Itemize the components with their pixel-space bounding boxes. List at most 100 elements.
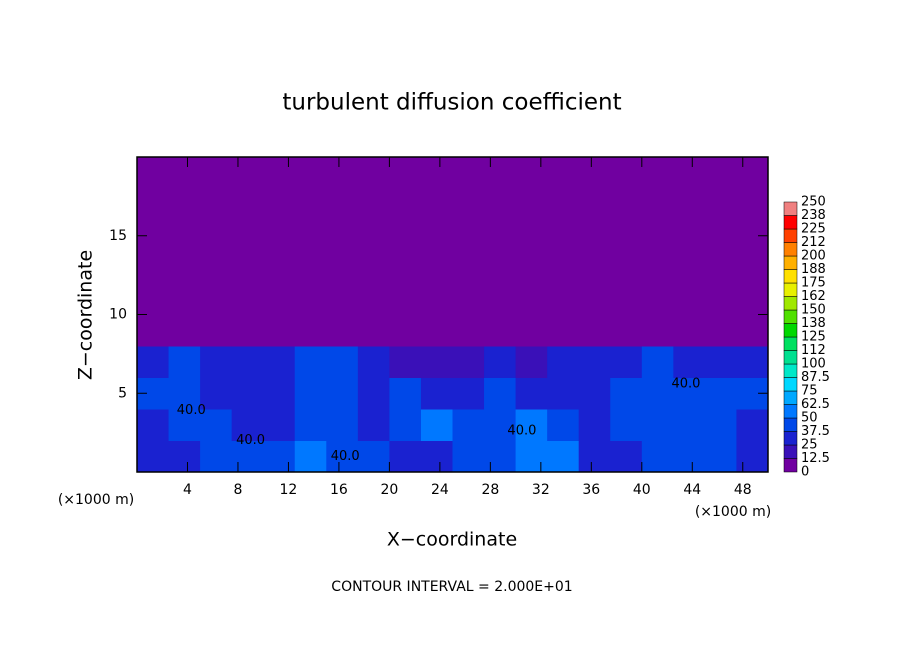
field-cell — [547, 377, 580, 410]
x-tick-label: 28 — [481, 482, 499, 498]
field-cell — [326, 220, 359, 252]
field-cell — [673, 220, 706, 252]
colorbar-label: 50 — [801, 411, 818, 426]
field-cell — [673, 157, 706, 189]
field-cell — [673, 377, 706, 410]
x-tick-label: 16 — [330, 482, 348, 498]
field-cell — [263, 346, 296, 378]
field-cell — [547, 314, 580, 347]
field-cell — [294, 283, 327, 315]
field-cell — [610, 220, 643, 252]
colorbar-label: 100 — [801, 357, 826, 372]
field-cell — [389, 283, 422, 315]
field-cell — [736, 283, 769, 315]
field-cell — [704, 157, 737, 189]
field-cell — [484, 157, 517, 189]
colorbar-label: 87.5 — [801, 370, 830, 385]
field-cell — [452, 314, 485, 347]
field-cell — [610, 188, 643, 221]
field-cell — [673, 440, 706, 473]
contour-label: 40.0 — [671, 376, 700, 391]
field-cell — [389, 377, 422, 410]
field-cell — [263, 283, 296, 315]
field-cell — [357, 346, 390, 378]
field-cell — [263, 377, 296, 410]
field-cell — [610, 440, 643, 473]
field-cell — [484, 220, 517, 252]
field-cell — [484, 314, 517, 347]
colorbar-swatch — [783, 282, 798, 297]
field-cell — [231, 283, 264, 315]
field-cell — [641, 377, 674, 410]
field-cell — [420, 188, 453, 221]
colorbar-label: 150 — [801, 303, 826, 318]
field-cell — [704, 314, 737, 347]
field-cell — [263, 188, 296, 221]
field-cell — [515, 220, 548, 252]
colorbar-label: 37.5 — [801, 424, 830, 439]
field-cell — [294, 220, 327, 252]
colorbar-label: 250 — [801, 195, 826, 210]
field-cell — [326, 157, 359, 189]
colorbar-swatch — [783, 390, 798, 405]
field-cell — [200, 377, 233, 410]
field-cell — [610, 409, 643, 441]
field-cell — [357, 377, 390, 410]
field-cell — [673, 251, 706, 284]
field-cell — [484, 251, 517, 284]
field-cell — [231, 440, 264, 473]
field-cell — [452, 377, 485, 410]
field-cell — [578, 283, 611, 315]
field-cell — [704, 251, 737, 284]
field-cell — [294, 314, 327, 347]
field-cell — [515, 409, 548, 441]
field-cell — [641, 409, 674, 441]
colorbar-swatch — [783, 363, 798, 378]
field-cell — [452, 157, 485, 189]
field-cell — [137, 440, 170, 473]
colorbar-swatch — [783, 296, 798, 311]
colorbar-label: 188 — [801, 262, 826, 277]
field-cell — [200, 251, 233, 284]
field-cell — [578, 377, 611, 410]
field-cell — [263, 220, 296, 252]
colorbar-swatch — [783, 336, 798, 351]
field-cell — [452, 440, 485, 473]
field-cell — [168, 440, 201, 473]
field-cell — [420, 440, 453, 473]
field-cell — [294, 440, 327, 473]
field-cell — [357, 157, 390, 189]
colorbar-label: 175 — [801, 276, 826, 291]
field-cell — [137, 409, 170, 441]
field-cell — [547, 251, 580, 284]
field-cell — [736, 251, 769, 284]
field-cell — [484, 283, 517, 315]
field-cell — [357, 314, 390, 347]
field-cell — [263, 409, 296, 441]
x-tick-label: 44 — [683, 482, 701, 498]
field-cell — [326, 251, 359, 284]
field-cell — [736, 346, 769, 378]
field-cell — [137, 251, 170, 284]
field-cell — [704, 440, 737, 473]
field-cell — [673, 188, 706, 221]
field-cell — [294, 157, 327, 189]
field-cell — [484, 440, 517, 473]
field-cell — [200, 157, 233, 189]
field-cell — [515, 157, 548, 189]
field-cell — [578, 440, 611, 473]
field-cell — [578, 409, 611, 441]
field-cell — [389, 251, 422, 284]
field-cell — [484, 188, 517, 221]
field-cell — [137, 157, 170, 189]
field-cell — [420, 377, 453, 410]
field-cell — [547, 283, 580, 315]
field-cell — [484, 346, 517, 378]
colorbar-label: 200 — [801, 249, 826, 264]
field-cell — [641, 251, 674, 284]
field-cell — [389, 346, 422, 378]
contour-label: 40.0 — [331, 449, 360, 464]
field-cell — [736, 188, 769, 221]
x-tick-label: 20 — [380, 482, 398, 498]
